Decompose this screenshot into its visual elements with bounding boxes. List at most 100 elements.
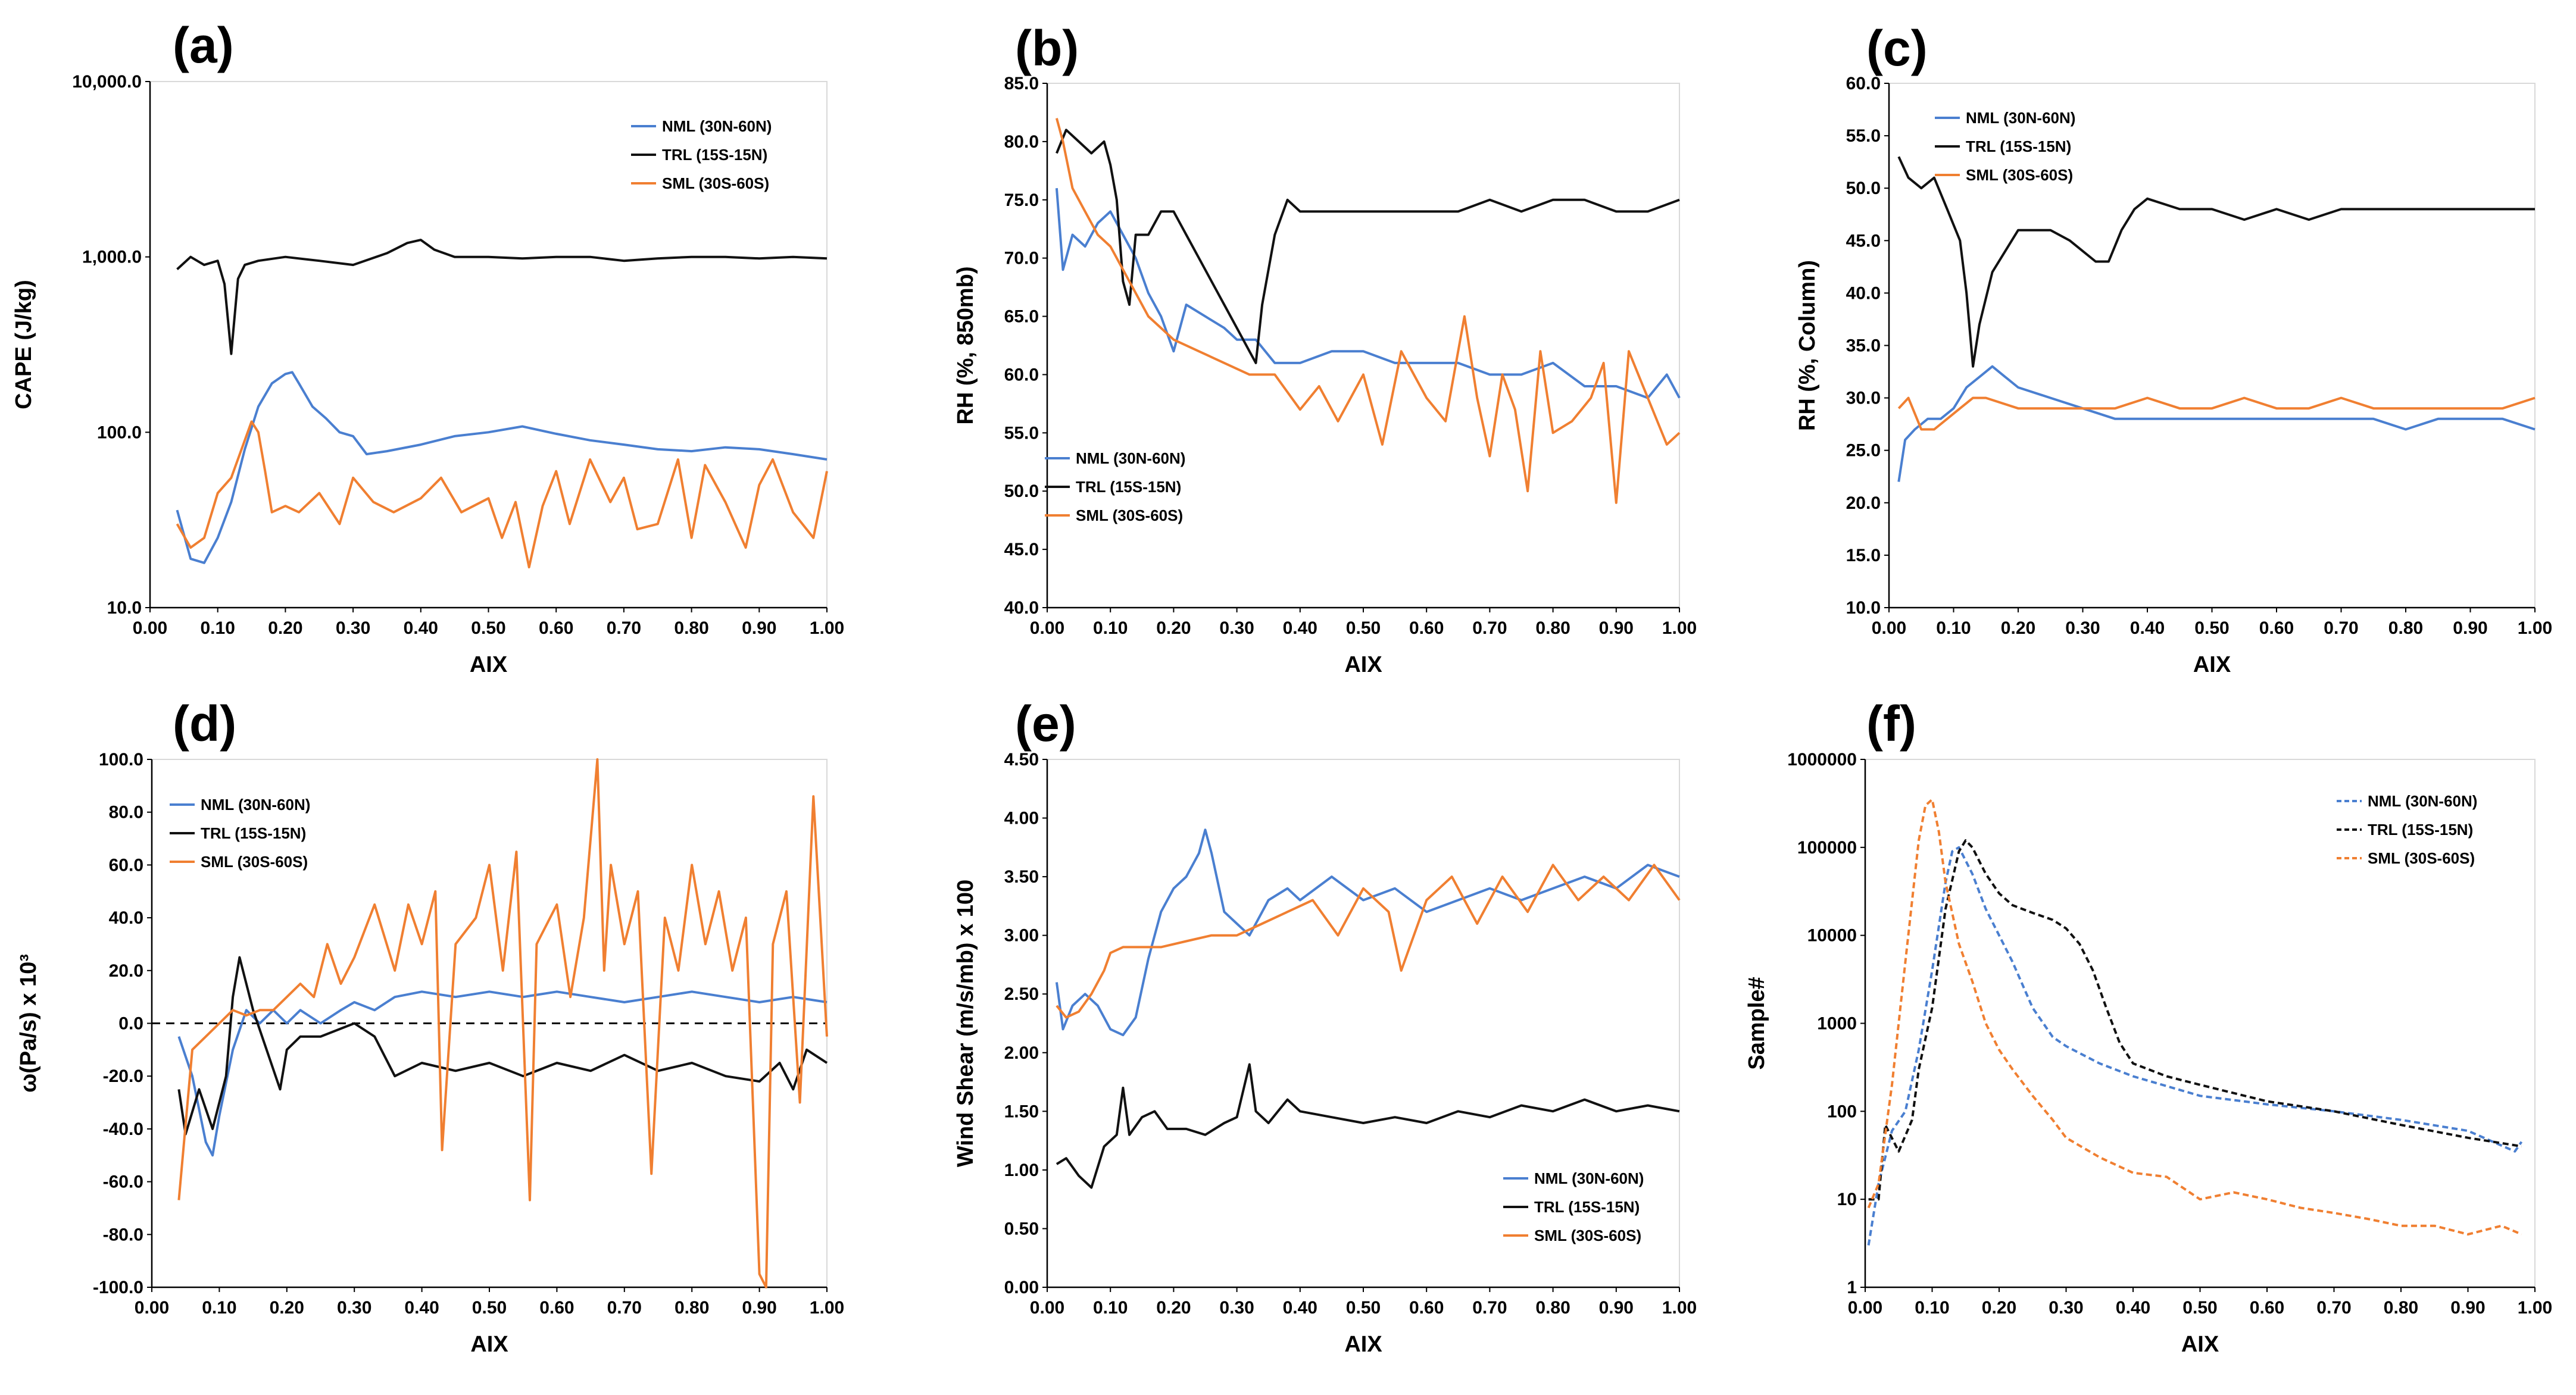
- x-axis-title: AIX: [470, 1332, 508, 1357]
- x-tick-label: 0.30: [337, 1298, 371, 1318]
- series-line-sml: [176, 420, 828, 569]
- y-tick-label: 60.0: [1004, 365, 1039, 384]
- y-tick-label: 1.50: [1004, 1102, 1039, 1121]
- x-tick-label: 0.30: [1219, 1298, 1254, 1318]
- x-tick-label: 0.20: [268, 618, 302, 638]
- x-tick-label: 0.60: [539, 618, 573, 638]
- x-tick-label: 0.90: [2453, 618, 2487, 638]
- x-tick-label: 1.00: [2518, 618, 2552, 638]
- y-tick-label: 50.0: [1004, 481, 1039, 501]
- series-line-nml: [176, 371, 828, 564]
- legend: NML (30N-60N) TRL (15S-15N) SML (30S-60S): [1503, 1169, 1644, 1244]
- y-tick-label: 3.50: [1004, 867, 1039, 887]
- panel-label: (b): [1015, 20, 1079, 76]
- y-axis-title: Sample#: [1744, 977, 1769, 1069]
- series-line-sml: [1056, 864, 1681, 1019]
- y-tick-label: 85.0: [1004, 74, 1039, 93]
- panel-label: (f): [1866, 696, 1916, 752]
- x-tick-label: 0.00: [1848, 1298, 1882, 1318]
- legend-label-sml: SML (30S-60S): [201, 853, 308, 871]
- series-line-trl: [177, 956, 828, 1136]
- x-tick-label: 0.40: [2130, 618, 2165, 638]
- series-line-nml: [1867, 846, 2523, 1246]
- x-tick-label: 0.70: [1472, 618, 1507, 638]
- x-tick-label: 0.80: [675, 1298, 709, 1318]
- legend: NML (30N-60N) TRL (15S-15N) SML (30S-60S): [1045, 449, 1185, 524]
- series-line-sml: [1897, 396, 2536, 431]
- x-tick-label: 0.90: [1599, 1298, 1634, 1318]
- chart-panel-d: -100.0 -80.0 -60.0 -40.0 -20.0 0.0 20.0 40.0 60.…: [16, 696, 844, 1357]
- panel-label: (c): [1866, 20, 1928, 76]
- y-tick-label: 10: [1837, 1190, 1857, 1209]
- y-tick-label: 0.50: [1004, 1219, 1039, 1238]
- legend-label-sml: SML (30S-60S): [2368, 849, 2475, 867]
- x-tick-label: 0.10: [1093, 1298, 1128, 1318]
- y-tick-label: -60.0: [103, 1172, 143, 1192]
- x-tick-label: 0.50: [2182, 1298, 2217, 1318]
- y-tick-label: 45.0: [1004, 540, 1039, 559]
- x-tick-label: 0.10: [202, 1298, 236, 1318]
- x-tick-label: 0.20: [2001, 618, 2035, 638]
- x-tick-label: 0.30: [2065, 618, 2100, 638]
- x-tick-label: 0.80: [1535, 618, 1570, 638]
- series-line-trl: [1897, 156, 2535, 368]
- y-tick-label: 4.50: [1004, 750, 1039, 770]
- x-tick-label: 1.00: [1662, 618, 1697, 638]
- x-tick-label: 0.30: [336, 618, 370, 638]
- y-axis-title: ω(Pa/s) x 10³: [16, 954, 41, 1093]
- x-tick-label: 0.00: [1030, 1298, 1064, 1318]
- y-tick-label: 0.0: [118, 1014, 143, 1034]
- y-tick-label: 40.0: [109, 908, 143, 928]
- x-tick-label: 0.90: [2450, 1298, 2485, 1318]
- series-line-trl: [1868, 839, 2522, 1201]
- x-tick-label: 0.40: [1283, 618, 1317, 638]
- y-tick-label: 40.0: [1846, 283, 1881, 303]
- x-tick-label: 1.00: [2518, 1298, 2552, 1318]
- chart-panel-e: 0.00 0.50 1.00 1.50 2.00 2.50 3.00 3.50 4.00 4.50…: [953, 696, 1697, 1357]
- x-tick-label: 0.00: [1872, 618, 1906, 638]
- x-axis-title: AIX: [1344, 1332, 1382, 1357]
- chart-panel-f: 1 10 100 1000 10000 100000 1000000 0.00 0.10 0.20…: [1744, 696, 2552, 1357]
- series-line-sml: [177, 758, 828, 1288]
- x-tick-label: 0.70: [1472, 1298, 1507, 1318]
- series-line-nml: [1055, 828, 1680, 1037]
- x-tick-label: 0.20: [1156, 618, 1191, 638]
- x-tick-label: 0.60: [2259, 618, 2294, 638]
- legend-label-nml: NML (30N-60N): [2368, 792, 2477, 810]
- y-tick-label: 10.0: [107, 598, 142, 618]
- legend-label-nml: NML (30N-60N): [1966, 109, 2075, 127]
- legend-label-sml: SML (30S-60S): [662, 174, 769, 192]
- legend-label-trl: TRL (15S-15N): [2368, 821, 2473, 839]
- x-tick-label: 0.70: [2316, 1298, 2351, 1318]
- x-tick-label: 0.60: [1409, 618, 1444, 638]
- x-tick-label: 0.80: [2384, 1298, 2418, 1318]
- y-tick-label: 55.0: [1846, 126, 1881, 146]
- y-axis-title: RH (%, Column): [1795, 260, 1820, 431]
- y-tick-label: 10.0: [1846, 598, 1881, 618]
- y-tick-label: 1: [1847, 1278, 1857, 1297]
- x-tick-label: 0.40: [404, 1298, 439, 1318]
- legend-label-sml: SML (30S-60S): [1966, 166, 2073, 184]
- series-line-trl: [1056, 129, 1680, 364]
- x-tick-label: 0.90: [742, 618, 776, 638]
- y-tick-label: 0.00: [1004, 1278, 1039, 1297]
- y-tick-label: 30.0: [1846, 389, 1881, 408]
- legend-label-nml: NML (30N-60N): [201, 796, 310, 814]
- x-tick-label: 1.00: [810, 618, 844, 638]
- legend-label-trl: TRL (15S-15N): [201, 824, 306, 842]
- y-tick-label: 80.0: [1004, 132, 1039, 152]
- x-tick-label: 0.20: [1156, 1298, 1191, 1318]
- y-tick-label: 35.0: [1846, 336, 1881, 356]
- x-tick-label: 1.00: [1662, 1298, 1697, 1318]
- y-tick-label: 2.50: [1004, 984, 1039, 1004]
- legend-label-trl: TRL (15S-15N): [1534, 1198, 1640, 1216]
- x-tick-label: 0.00: [133, 618, 167, 638]
- legend-label-trl: TRL (15S-15N): [1966, 137, 2071, 155]
- y-tick-label: 15.0: [1846, 546, 1881, 565]
- series-line-sml: [1055, 118, 1681, 504]
- x-tick-label: 0.50: [1346, 618, 1381, 638]
- legend: NML (30N-60N) TRL (15S-15N) SML (30S-60S): [170, 796, 310, 871]
- series-line-nml: [1055, 188, 1681, 399]
- y-axis-title: CAPE (J/kg): [11, 280, 36, 409]
